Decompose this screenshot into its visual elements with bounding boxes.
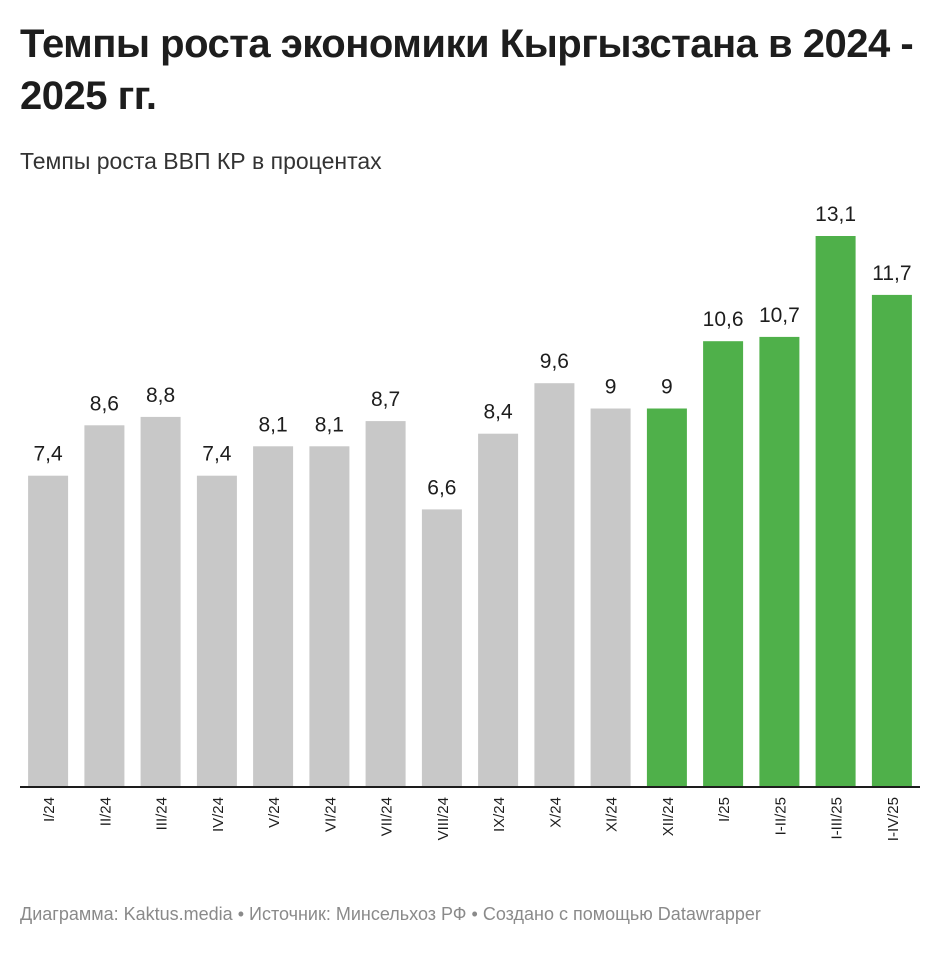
bar-VIII/24 bbox=[421, 509, 462, 787]
tick-label: III/24 bbox=[154, 797, 171, 830]
tick-label: IX/24 bbox=[491, 797, 508, 832]
tick-label: VIII/24 bbox=[435, 797, 452, 840]
tick-label: I/25 bbox=[716, 797, 733, 822]
tick-label: I/24 bbox=[41, 797, 58, 822]
bar-X/24 bbox=[534, 383, 575, 787]
bar-V/24 bbox=[253, 446, 294, 787]
value-label: 8,4 bbox=[483, 401, 513, 424]
bars-group bbox=[28, 236, 912, 787]
bar-XI/24 bbox=[590, 408, 631, 787]
tick-label: I-IV/25 bbox=[885, 797, 902, 841]
footer-source: Источник: Минсельхоз РФ bbox=[249, 904, 467, 924]
tick-label: I-III/25 bbox=[829, 797, 846, 840]
chart-subtitle: Темпы роста ВВП КР в процентах bbox=[20, 148, 382, 174]
tick-labels-group: I/24 II/24 III/24 IV/24 V/24 VI/24 VII/24 VIII/… bbox=[41, 797, 902, 841]
footer-chart-by: Диаграмма: Kaktus.media bbox=[20, 904, 233, 924]
footer-separator: • bbox=[237, 904, 244, 924]
value-label: 9 bbox=[661, 376, 673, 399]
footer: Диаграмма: Kaktus.media • Источник: Минс… bbox=[20, 902, 900, 927]
bar-II/24 bbox=[84, 425, 125, 787]
tick-label: XII/24 bbox=[660, 797, 677, 836]
tick-label: IV/24 bbox=[210, 797, 227, 832]
value-label: 9 bbox=[605, 376, 617, 399]
tick-label: XI/24 bbox=[604, 797, 621, 832]
bar-III/24 bbox=[140, 416, 181, 787]
bar-IV/24 bbox=[196, 475, 237, 787]
value-label: 13,1 bbox=[815, 203, 856, 226]
value-label: 10,6 bbox=[703, 308, 744, 331]
value-label: 9,6 bbox=[540, 350, 569, 373]
value-label: 8,1 bbox=[258, 413, 287, 436]
footer-separator: • bbox=[471, 904, 478, 924]
tick-label: X/24 bbox=[547, 797, 564, 828]
bar-chart: 7,4 8,6 8,8 7,4 8,1 8,1 8,7 6,6 8,4 9,6 9 9 10,6 10,7… bbox=[20, 203, 920, 841]
bar-I/24 bbox=[28, 475, 69, 787]
tick-label: VII/24 bbox=[379, 797, 396, 836]
tick-label: I-II/25 bbox=[772, 797, 789, 835]
value-label: 8,6 bbox=[90, 392, 119, 415]
bar-I/25 bbox=[703, 341, 744, 787]
tick-label: VI/24 bbox=[322, 797, 339, 832]
value-label: 7,4 bbox=[202, 443, 232, 466]
bar-I-II/25 bbox=[759, 336, 800, 787]
tick-label: II/24 bbox=[97, 797, 114, 826]
bar-VII/24 bbox=[365, 421, 406, 787]
bar-VI/24 bbox=[309, 446, 350, 787]
value-label: 8,8 bbox=[146, 384, 175, 407]
bar-IX/24 bbox=[478, 433, 519, 787]
value-label: 8,1 bbox=[315, 413, 344, 436]
tick-label: V/24 bbox=[266, 797, 283, 828]
value-labels-group: 7,4 8,6 8,8 7,4 8,1 8,1 8,7 6,6 8,4 9,6 9 9 10,6 10,7… bbox=[33, 203, 911, 499]
chart-title: Темпы роста экономики Кыргызстана в 2024… bbox=[20, 22, 914, 118]
value-label: 6,6 bbox=[427, 476, 456, 499]
footer-created-with: Создано с помощью Datawrapper bbox=[482, 904, 761, 924]
value-label: 10,7 bbox=[759, 304, 800, 327]
bar-I-IV/25 bbox=[871, 294, 912, 787]
value-label: 8,7 bbox=[371, 388, 400, 411]
value-label: 7,4 bbox=[33, 443, 63, 466]
bar-XII/24 bbox=[646, 408, 687, 787]
bar-I-III/25 bbox=[815, 236, 856, 787]
value-label: 11,7 bbox=[872, 262, 911, 285]
